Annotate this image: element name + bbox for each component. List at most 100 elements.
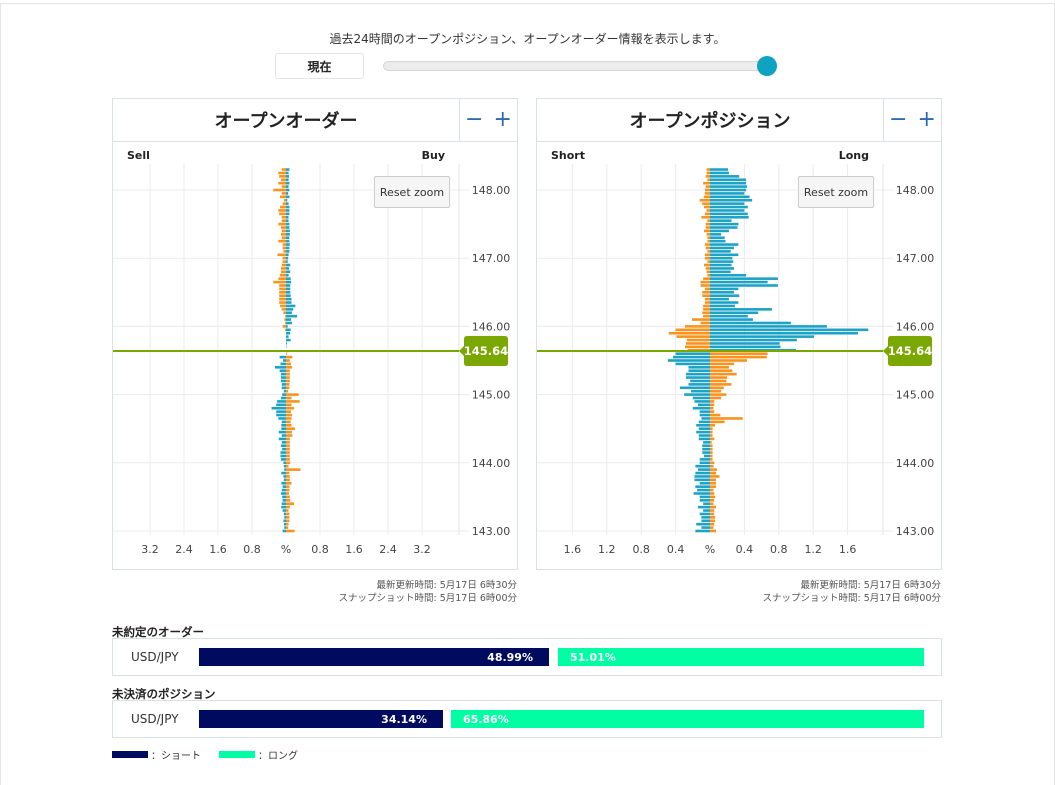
right-bar bbox=[710, 441, 712, 444]
right-bar bbox=[286, 270, 291, 274]
left-bar bbox=[704, 253, 710, 257]
zoom-in-button[interactable]: + bbox=[493, 107, 512, 132]
left-label: Sell bbox=[127, 149, 150, 162]
right-bar bbox=[710, 297, 729, 301]
right-bar bbox=[710, 478, 717, 482]
left-bar bbox=[281, 192, 286, 195]
left-bar bbox=[706, 270, 710, 274]
right-bar bbox=[286, 372, 290, 376]
left-bar bbox=[696, 423, 710, 427]
right-bar bbox=[286, 331, 291, 335]
right-bar bbox=[286, 287, 291, 291]
zoom-out-button[interactable]: − bbox=[465, 107, 484, 132]
right-bar bbox=[286, 195, 290, 199]
left-bar bbox=[280, 273, 286, 277]
left-bar bbox=[706, 209, 710, 212]
long-pct: 51.01% bbox=[570, 650, 616, 664]
reset-zoom-button[interactable]: Reset zoom bbox=[374, 176, 450, 208]
right-bar bbox=[286, 403, 292, 407]
right-bar bbox=[710, 277, 778, 280]
y-tick-label: 148.00 bbox=[472, 184, 511, 197]
left-bar bbox=[280, 270, 286, 274]
right-bar bbox=[286, 516, 290, 519]
right-bar bbox=[286, 256, 289, 260]
right-bar bbox=[286, 229, 290, 233]
left-bar bbox=[279, 287, 286, 291]
right-bar bbox=[286, 376, 290, 379]
right-bar bbox=[710, 198, 753, 202]
left-bar bbox=[703, 181, 710, 185]
left-bar bbox=[285, 314, 286, 318]
left-bar bbox=[283, 464, 286, 468]
right-bar bbox=[710, 345, 781, 349]
right-bar bbox=[286, 434, 293, 437]
right-bar bbox=[710, 233, 722, 236]
left-bar bbox=[694, 475, 710, 478]
left-bar bbox=[283, 359, 286, 362]
positions-bar-chart[interactable]: Short Long 1.6 1.2 0.8 0.4% 0.4 0.8 1.2 1.6 148.00… bbox=[537, 142, 941, 569]
right-bar bbox=[710, 403, 715, 407]
left-bar bbox=[271, 406, 286, 410]
left-bar bbox=[281, 229, 286, 233]
time-slider-track[interactable] bbox=[383, 61, 770, 71]
left-bar bbox=[282, 202, 286, 205]
left-bar bbox=[692, 406, 710, 410]
x-tick-label: 1.2 bbox=[804, 543, 822, 556]
left-bar bbox=[282, 509, 286, 512]
y-tick-label: 146.00 bbox=[896, 320, 935, 333]
right-bar bbox=[286, 212, 290, 216]
right-bar bbox=[710, 458, 713, 461]
reset-zoom-button[interactable]: Reset zoom bbox=[798, 176, 874, 208]
now-button[interactable]: 現在 bbox=[275, 53, 364, 79]
positions-timestamps: 最新更新時間: 5月17日 6時30分 スナップショット時間: 5月17日 6時… bbox=[536, 579, 941, 605]
orders-bar-chart[interactable]: Sell Buy 3.2 2.4 1.6 0.8% 0.8 1.6 2.4 3.2 148.00 14… bbox=[113, 142, 517, 569]
right-bar bbox=[286, 512, 290, 516]
right-bar bbox=[710, 311, 759, 315]
left-bar bbox=[281, 441, 286, 444]
right-bar bbox=[286, 253, 289, 257]
right-bar bbox=[286, 273, 289, 277]
left-bar bbox=[273, 280, 286, 284]
x-tick-label: 1.6 bbox=[839, 543, 857, 556]
left-bar bbox=[686, 338, 710, 342]
right-bar bbox=[286, 277, 291, 280]
chart-title: オープンオーダー bbox=[113, 99, 459, 142]
right-bar bbox=[710, 502, 714, 506]
right-bar bbox=[710, 253, 739, 257]
right-bar bbox=[286, 267, 289, 270]
left-bar bbox=[278, 239, 286, 243]
right-bar bbox=[286, 178, 289, 182]
left-bar bbox=[280, 396, 286, 400]
x-tick-label: 0.8 bbox=[311, 543, 329, 556]
right-bar bbox=[286, 355, 293, 359]
right-bar bbox=[286, 260, 288, 263]
right-bar bbox=[286, 308, 294, 311]
right-bar bbox=[710, 406, 714, 410]
right-bar bbox=[286, 488, 290, 492]
left-bar bbox=[707, 239, 710, 243]
left-bar bbox=[283, 461, 286, 465]
left-bar bbox=[279, 291, 286, 294]
left-bar bbox=[282, 495, 286, 499]
left-bar bbox=[282, 393, 286, 396]
right-bar bbox=[710, 294, 740, 298]
zoom-out-button[interactable]: − bbox=[889, 107, 908, 132]
right-bar bbox=[710, 273, 747, 277]
x-tick-label: 2.4 bbox=[379, 543, 397, 556]
left-bar bbox=[702, 291, 710, 294]
left-bar bbox=[282, 256, 286, 260]
left-bar bbox=[699, 512, 710, 516]
x-tick-label: 0.8 bbox=[243, 543, 261, 556]
right-bar bbox=[710, 519, 716, 523]
right-bar bbox=[710, 393, 727, 396]
y-tick-label: 147.00 bbox=[472, 252, 511, 265]
zoom-in-button[interactable]: + bbox=[917, 107, 936, 132]
right-bar bbox=[286, 485, 290, 488]
left-bar bbox=[705, 226, 710, 229]
time-slider-handle[interactable] bbox=[757, 56, 777, 76]
left-bar bbox=[283, 250, 286, 253]
long-pct: 65.86% bbox=[463, 712, 509, 726]
left-bar bbox=[688, 383, 710, 386]
right-bar bbox=[710, 355, 767, 359]
open-positions-chart: オープンポジション − + Short Long 1.6 1.2 0.8 0.4% 0.4 0… bbox=[536, 98, 942, 570]
